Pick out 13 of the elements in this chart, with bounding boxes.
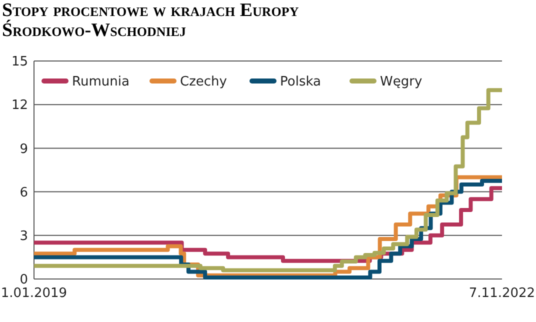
- x-tick-label: 7.11.2022: [468, 286, 536, 301]
- legend-label: Polska: [280, 74, 321, 90]
- legend-label: Czechy: [180, 74, 228, 90]
- x-tick-label: 1.01.2019: [0, 286, 68, 301]
- y-tick-label: 15: [11, 54, 28, 70]
- y-tick-label: 9: [20, 142, 28, 157]
- legend-label: Rumunia: [72, 74, 130, 90]
- legend-label: Węgry: [380, 74, 422, 90]
- y-tick-label: 3: [20, 228, 28, 244]
- y-tick-label: 12: [11, 98, 28, 114]
- chart-title: Stopy procentowe w krajach Europy Środkowo-Wschodniej: [2, 0, 300, 41]
- y-tick-label: 0: [20, 272, 28, 288]
- y-tick-label: 6: [20, 185, 28, 200]
